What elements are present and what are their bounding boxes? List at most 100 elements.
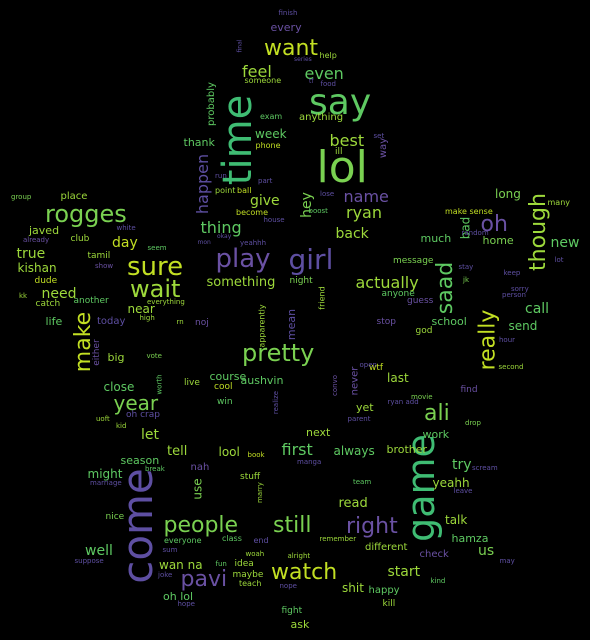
- cloud-word: worth: [155, 373, 164, 395]
- cloud-word: feel: [242, 62, 272, 81]
- cloud-word: marry: [255, 481, 264, 503]
- cloud-word: rn: [176, 317, 184, 326]
- cloud-word: ryan add: [387, 397, 419, 406]
- cloud-word: fun: [215, 559, 227, 568]
- cloud-word: set: [373, 131, 385, 140]
- cloud-word: everyone: [164, 536, 202, 545]
- cloud-word: person: [502, 290, 526, 299]
- cloud-word: today: [97, 316, 126, 327]
- cloud-word: kishan: [17, 261, 57, 275]
- cloud-word: big: [107, 350, 125, 364]
- cloud-word: try: [452, 457, 472, 473]
- cloud-word: ill: [335, 146, 343, 157]
- cloud-word: home: [482, 233, 514, 247]
- cloud-word: probably: [205, 82, 217, 126]
- cloud-word: kill: [382, 598, 396, 609]
- cloud-word: still: [273, 513, 312, 538]
- cloud-word: near: [127, 302, 155, 316]
- cloud-word: food: [320, 79, 336, 88]
- cloud-word: week: [255, 127, 287, 141]
- cloud-word: end: [253, 536, 269, 545]
- cloud-word: talk: [445, 513, 468, 527]
- cloud-word: either: [91, 338, 102, 366]
- cloud-word: school: [431, 314, 467, 328]
- cloud-word: ali: [424, 401, 450, 426]
- cloud-word: anything: [299, 112, 344, 123]
- cloud-word: teach: [239, 579, 262, 588]
- cloud-word: fight: [281, 605, 303, 616]
- cloud-word: catch: [35, 298, 61, 309]
- cloud-word: something: [206, 274, 276, 290]
- cloud-word: really: [474, 309, 500, 371]
- cloud-word: kid: [116, 421, 127, 430]
- cloud-word: pavi: [180, 567, 228, 592]
- cloud-word: convo: [330, 374, 339, 396]
- cloud-word: okay: [217, 233, 232, 240]
- cloud-word: best: [329, 131, 365, 150]
- cloud-word: movie: [411, 392, 433, 401]
- cloud-word: kk: [19, 291, 28, 300]
- cloud-word: tamil: [87, 250, 111, 261]
- cloud-word: kind: [430, 576, 446, 585]
- cloud-word: want: [264, 36, 319, 61]
- cloud-word: someone: [244, 76, 282, 85]
- cloud-word: friend: [317, 286, 327, 310]
- cloud-word: drop: [465, 418, 481, 427]
- cloud-word: never: [348, 366, 360, 396]
- cloud-word: joke: [158, 570, 173, 579]
- cloud-word: play: [215, 244, 271, 274]
- cloud-word: call: [525, 301, 550, 317]
- cloud-word: house: [263, 215, 285, 224]
- cloud-word: mean: [284, 308, 298, 340]
- cloud-word: wan na: [159, 558, 203, 572]
- cloud-word: us: [478, 543, 495, 559]
- cloud-word: yet: [356, 400, 374, 414]
- cloud-word: point: [215, 186, 236, 195]
- cloud-word: ryan: [346, 203, 382, 222]
- cloud-word: finish: [278, 8, 298, 17]
- cloud-word: group: [11, 192, 32, 201]
- cloud-word: parent: [347, 414, 371, 423]
- cloud-word: hamza: [451, 531, 489, 545]
- cloud-word: long: [495, 187, 521, 201]
- cloud-word: oh: [480, 212, 508, 237]
- cloud-word: alright: [287, 551, 311, 560]
- cloud-word: people: [163, 513, 239, 538]
- cloud-word: different: [365, 542, 408, 553]
- cloud-word: lose: [320, 189, 335, 198]
- cloud-word: sum: [162, 545, 178, 554]
- cloud-word: keep: [503, 268, 521, 277]
- cloud-word: new: [550, 235, 580, 251]
- cloud-word: become: [236, 208, 269, 217]
- cloud-word: part: [258, 176, 273, 185]
- cloud-word: always: [333, 444, 375, 458]
- cloud-word: apparently: [257, 304, 267, 348]
- cloud-word: happy: [368, 585, 400, 596]
- cloud-word: start: [387, 564, 421, 580]
- cloud-word: lot: [554, 255, 564, 264]
- cloud-word: javed: [29, 223, 60, 237]
- cloud-word: club: [70, 233, 90, 244]
- cloud-word: realize: [271, 390, 280, 414]
- cloud-word: true: [16, 246, 46, 262]
- cloud-word: come: [112, 468, 162, 584]
- cloud-word: seem: [147, 243, 167, 252]
- cloud-word: win: [217, 396, 233, 407]
- cloud-word: everything: [147, 297, 185, 306]
- cloud-word: message: [393, 255, 434, 266]
- cloud-word: noj: [195, 317, 209, 328]
- cloud-word: say: [309, 82, 372, 123]
- cloud-word: wait: [130, 275, 181, 303]
- cloud-word: send: [508, 319, 538, 333]
- cloud-word: first: [281, 440, 313, 459]
- cloud-word: thank: [183, 135, 215, 149]
- cloud-word: make sense: [445, 207, 493, 216]
- cloud-word: actually: [355, 273, 419, 292]
- cloud-word: close: [103, 380, 135, 394]
- cloud-word: right: [346, 514, 398, 539]
- cloud-word: work: [422, 427, 450, 441]
- cloud-word: back: [335, 226, 369, 242]
- cloud-word: happen: [193, 153, 213, 215]
- cloud-word: dude: [34, 275, 58, 286]
